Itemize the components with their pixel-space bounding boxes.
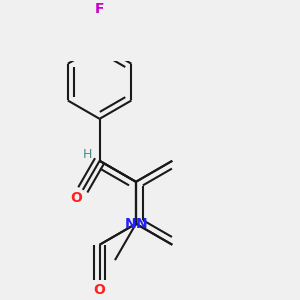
Text: N: N xyxy=(135,217,147,231)
Text: H: H xyxy=(83,148,92,161)
Text: F: F xyxy=(95,2,104,16)
Text: O: O xyxy=(70,191,82,205)
Text: O: O xyxy=(94,283,106,297)
Text: N: N xyxy=(125,217,136,231)
